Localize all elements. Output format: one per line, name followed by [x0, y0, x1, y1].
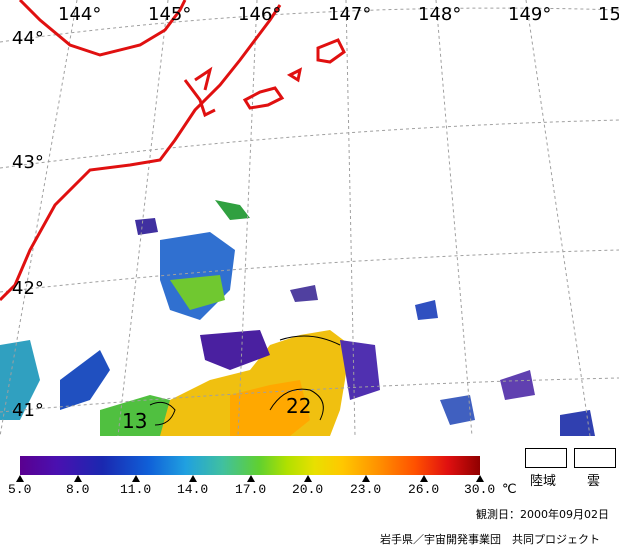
lon-label-145: 145°: [148, 4, 191, 25]
legend-tick-label: 5.0: [8, 482, 32, 497]
sst-map: 13 22 144° 145° 146° 147° 148° 149° 15 4…: [0, 0, 619, 437]
sst-patch-small-2: [215, 200, 250, 220]
sst-patch-cyan-left: [0, 340, 40, 420]
legend-tick-label: 11.0: [120, 482, 152, 497]
lon-label-149: 149°: [508, 4, 551, 25]
lon-label-144: 144°: [58, 4, 101, 25]
sst-patch-small-1: [135, 218, 158, 235]
lat-label-44: 44°: [12, 28, 44, 49]
land-legend-label: 陸域: [530, 474, 557, 489]
legend-tick: [362, 475, 370, 482]
graticule: [0, 0, 619, 437]
legend-tick: [16, 475, 24, 482]
contour-label-22: 22: [286, 394, 311, 418]
legend-tick-label: 30.0: [464, 482, 496, 497]
lon-label-146: 146°: [238, 4, 281, 25]
legend-tick: [304, 475, 312, 482]
lon-label-148: 148°: [418, 4, 461, 25]
legend-tick: [420, 475, 428, 482]
legend-tick-label: 14.0: [177, 482, 209, 497]
legend-tick-label: 20.0: [292, 482, 324, 497]
legend-tick: [247, 475, 255, 482]
sst-patch-purple-mid: [200, 330, 270, 370]
legend-tick: [189, 475, 197, 482]
legend-tick: [132, 475, 140, 482]
sst-patch-orange: [230, 380, 310, 436]
sst-patches: [0, 200, 595, 436]
sst-contours: [149, 335, 341, 426]
sst-patch-small-3: [440, 395, 475, 425]
sst-patch-east: [340, 340, 380, 400]
lat-label-43: 43°: [12, 152, 44, 173]
legend-tick-label: 17.0: [235, 482, 267, 497]
legend-tick: [74, 475, 82, 482]
legend-tick-label: 23.0: [350, 482, 382, 497]
lon-label-150: 15: [598, 4, 619, 25]
lat-label-41: 41°: [12, 400, 44, 421]
coastline: [0, 0, 346, 302]
legend-tick-label: 26.0: [408, 482, 440, 497]
contour-label-13: 13: [122, 409, 147, 433]
cloud-legend-label: 雲: [587, 474, 601, 489]
legend-unit: ℃: [502, 482, 517, 497]
cloud-legend-box: [574, 448, 616, 468]
sst-patch-small-4: [500, 370, 535, 400]
lat-label-42: 42°: [12, 278, 44, 299]
legend-tick: [476, 475, 484, 482]
credit-text: 岩手県／宇宙開発事業団 共同プロジェクト: [380, 533, 600, 546]
sst-patch-small-6: [290, 285, 318, 302]
sst-patch-small-7: [415, 300, 438, 320]
lon-label-147: 147°: [328, 4, 371, 25]
land-legend-box: [525, 448, 567, 468]
sst-patch-blue-left: [60, 350, 110, 410]
observation-date: 観測日：2000年09月02日: [476, 508, 609, 521]
sst-patch-small-5: [560, 410, 595, 436]
sst-patch-north-green: [170, 275, 225, 310]
sst-patch-green-left: [100, 395, 170, 436]
legend-tick-label: 8.0: [66, 482, 90, 497]
temperature-color-bar: [20, 456, 480, 475]
